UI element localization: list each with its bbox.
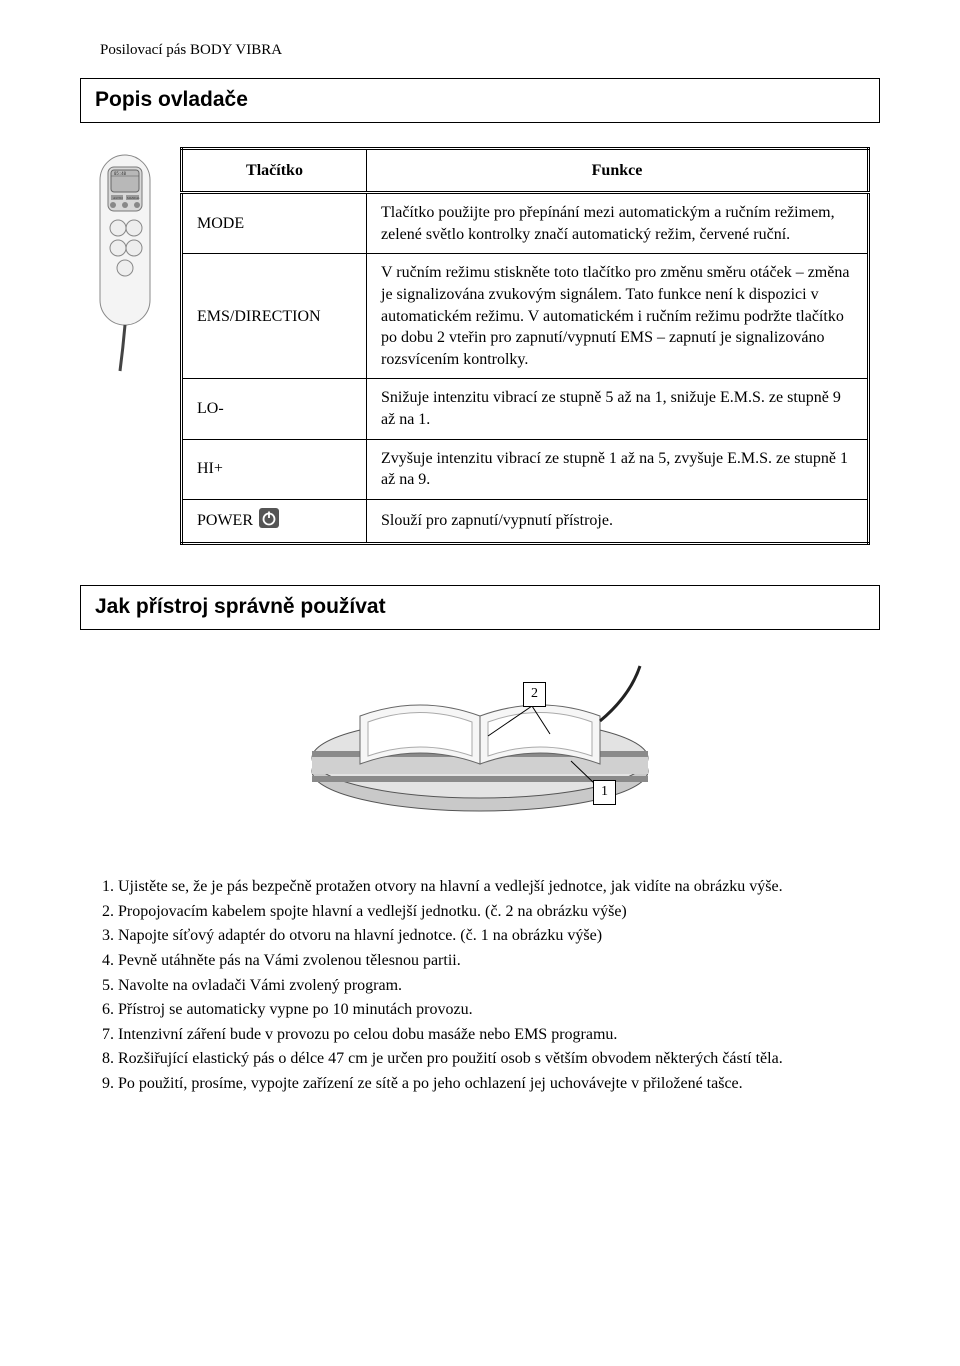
callout-label-1: 1 [593, 780, 616, 805]
table-header-function: Funkce [367, 148, 869, 193]
table-row: EMS/DIRECTION V ručním režimu stiskněte … [182, 254, 869, 379]
list-item: Propojovacím kabelem spojte hlavní a ved… [118, 901, 870, 923]
button-desc-power: Slouží pro zapnutí/vypnutí přístroje. [367, 499, 869, 544]
button-label-ems: EMS/DIRECTION [182, 254, 367, 379]
button-table-wrapper: Tlačítko Funkce MODE Tlačítko použijte p… [180, 147, 870, 546]
belt-illustration: 2 1 [305, 656, 655, 836]
table-header-button: Tlačítko [182, 148, 367, 193]
remote-control-illustration: 05:40 AUTO MANUAL [90, 153, 160, 373]
button-function-table: Tlačítko Funkce MODE Tlačítko použijte p… [180, 147, 870, 546]
button-desc-hi: Zvyšuje intenzitu vibrací ze stupně 1 až… [367, 439, 869, 499]
section-title-controller: Popis ovladače [80, 78, 880, 122]
remote-image: 05:40 AUTO MANUAL [90, 147, 160, 546]
button-desc-mode: Tlačítko použijte pro přepínání mezi aut… [367, 193, 869, 254]
section-title-usage: Jak přístroj správně používat [80, 585, 880, 629]
table-row: MODE Tlačítko použijte pro přepínání mez… [182, 193, 869, 254]
controller-row: 05:40 AUTO MANUAL Tlačítko Funkce [90, 147, 870, 546]
table-row: HI+ Zvyšuje intenzitu vibrací ze stupně … [182, 439, 869, 499]
usage-steps-list: Ujistěte se, že je pás bezpečně protažen… [96, 876, 870, 1094]
button-label-power: POWER [182, 499, 367, 544]
page-header: Posilovací pás BODY VIBRA [100, 40, 870, 60]
list-item: Po použití, prosíme, vypojte zařízení ze… [118, 1073, 870, 1095]
list-item: Ujistěte se, že je pás bezpečně protažen… [118, 876, 870, 898]
button-desc-ems: V ručním režimu stiskněte toto tlačítko … [367, 254, 869, 379]
button-desc-lo: Snižuje intenzitu vibrací ze stupně 5 až… [367, 379, 869, 439]
list-item: Pevně utáhněte pás na Vámi zvolenou těle… [118, 950, 870, 972]
table-row: POWER Slouží pro zapnutí/vypnutí přístro… [182, 499, 869, 544]
button-label-lo: LO- [182, 379, 367, 439]
list-item: Navolte na ovladači Vámi zvolený program… [118, 975, 870, 997]
power-icon [259, 508, 279, 535]
svg-text:MANUAL: MANUAL [127, 196, 140, 200]
svg-text:05:40: 05:40 [114, 171, 127, 176]
list-item: Napojte síťový adaptér do otvoru na hlav… [118, 925, 870, 947]
list-item: Intenzivní záření bude v provozu po celo… [118, 1024, 870, 1046]
product-image-wrapper: 2 1 [90, 656, 870, 843]
power-label-text: POWER [197, 512, 253, 529]
list-item: Přístroj se automaticky vypne po 10 minu… [118, 999, 870, 1021]
button-label-mode: MODE [182, 193, 367, 254]
table-row: LO- Snižuje intenzitu vibrací ze stupně … [182, 379, 869, 439]
svg-text:AUTO: AUTO [113, 196, 123, 200]
button-label-hi: HI+ [182, 439, 367, 499]
callout-label-2: 2 [523, 682, 546, 707]
list-item: Rozšiřující elastický pás o délce 47 cm … [118, 1048, 870, 1070]
